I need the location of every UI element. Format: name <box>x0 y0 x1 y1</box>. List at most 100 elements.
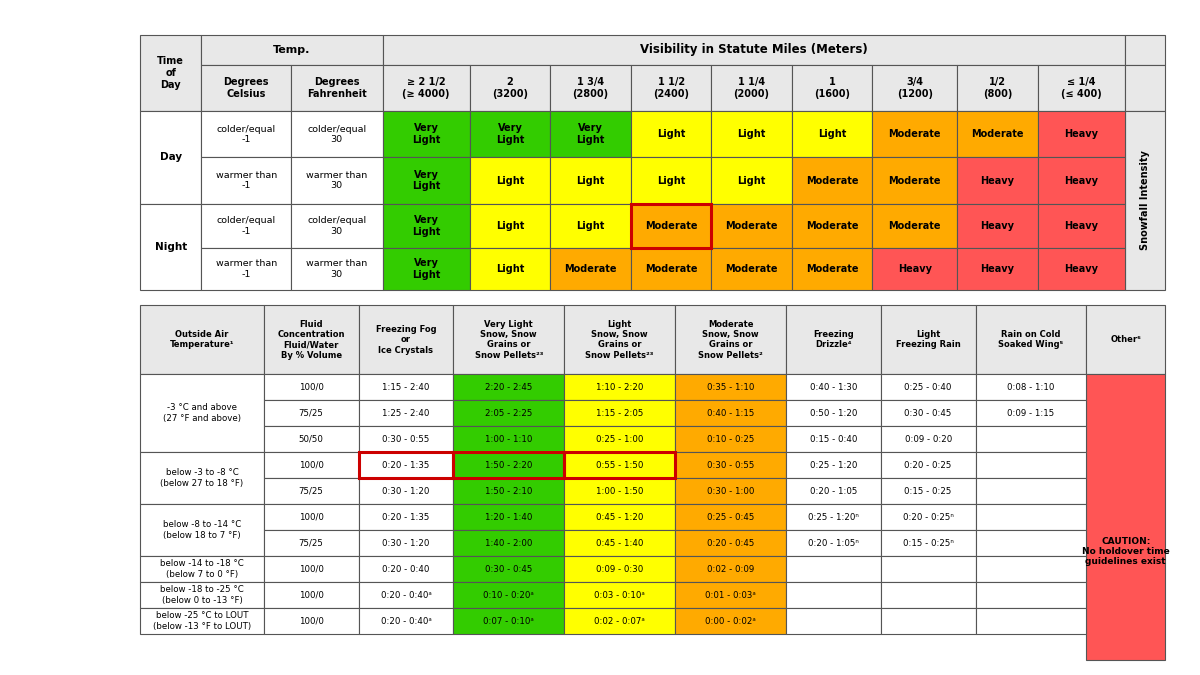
Text: 100/0: 100/0 <box>299 564 324 574</box>
Bar <box>290 111 383 157</box>
Bar <box>359 374 454 400</box>
Text: below -25 °C to LOUT
(below -13 °F to LOUT): below -25 °C to LOUT (below -13 °F to LO… <box>152 612 251 630</box>
Text: Moderate
Snow, Snow
Grains or
Snow Pellets²: Moderate Snow, Snow Grains or Snow Pelle… <box>698 319 763 360</box>
Bar <box>551 204 631 248</box>
Bar <box>359 452 454 478</box>
Text: Moderate: Moderate <box>888 221 941 231</box>
Bar <box>631 204 712 248</box>
Text: Fluid
Concentration
Fluid/Water
By % Volume: Fluid Concentration Fluid/Water By % Vol… <box>277 319 344 360</box>
Bar <box>202 35 383 65</box>
Text: 1:10 - 2:20: 1:10 - 2:20 <box>596 383 643 392</box>
Bar <box>454 426 564 452</box>
Bar <box>976 504 1086 530</box>
Bar <box>359 556 454 582</box>
Bar <box>1086 374 1165 660</box>
Bar <box>359 582 454 608</box>
Bar <box>564 452 676 478</box>
Bar <box>564 426 676 452</box>
Text: 0:20 - 0:40ᵃ: 0:20 - 0:40ᵃ <box>380 591 431 599</box>
Text: Very
Light: Very Light <box>412 170 440 192</box>
Bar <box>976 426 1086 452</box>
Bar <box>676 426 786 452</box>
Bar <box>786 374 881 400</box>
Bar <box>383 204 470 248</box>
Text: Degrees
Celsius: Degrees Celsius <box>223 77 269 99</box>
Text: 0:20 - 0:40ᵃ: 0:20 - 0:40ᵃ <box>380 616 431 626</box>
Text: Moderate: Moderate <box>725 221 778 231</box>
Bar <box>976 305 1086 374</box>
Text: 1/2
(800): 1/2 (800) <box>983 77 1013 99</box>
Bar <box>631 248 712 290</box>
Text: Visibility in Statute Miles (Meters): Visibility in Statute Miles (Meters) <box>640 43 868 56</box>
Bar <box>564 478 676 504</box>
Bar <box>786 305 881 374</box>
Bar <box>359 426 454 452</box>
Text: Light: Light <box>576 176 605 186</box>
Text: 0:30 - 1:20: 0:30 - 1:20 <box>383 487 430 495</box>
Bar <box>264 556 359 582</box>
Bar <box>976 608 1086 634</box>
Bar <box>383 65 470 111</box>
Text: 0:20 - 0:25ⁿ: 0:20 - 0:25ⁿ <box>902 512 954 522</box>
Bar <box>786 608 881 634</box>
Text: below -18 to -25 °C
(below 0 to -13 °F): below -18 to -25 °C (below 0 to -13 °F) <box>160 585 244 605</box>
Text: Very Light
Snow, Snow
Grains or
Snow Pellets²³: Very Light Snow, Snow Grains or Snow Pel… <box>474 319 542 360</box>
Text: warmer than
30: warmer than 30 <box>306 171 367 190</box>
Text: 0:03 - 0:10ᵃ: 0:03 - 0:10ᵃ <box>594 591 646 599</box>
Text: Moderate: Moderate <box>971 129 1024 139</box>
Text: Moderate: Moderate <box>644 264 697 274</box>
Bar <box>872 157 958 204</box>
Bar <box>786 400 881 426</box>
Bar <box>140 35 202 111</box>
Text: Outside Air
Temperature¹: Outside Air Temperature¹ <box>169 330 234 350</box>
Text: Other⁶: Other⁶ <box>1110 335 1141 344</box>
Text: Rain on Cold
Soaked Wing⁵: Rain on Cold Soaked Wing⁵ <box>998 330 1063 350</box>
Bar <box>290 157 383 204</box>
Bar <box>676 400 786 426</box>
Bar <box>676 478 786 504</box>
Bar <box>264 582 359 608</box>
Bar <box>551 157 631 204</box>
Bar <box>359 478 454 504</box>
Text: Moderate: Moderate <box>806 176 858 186</box>
Bar <box>792 111 872 157</box>
Text: Very
Light: Very Light <box>496 124 524 145</box>
Bar <box>631 111 712 157</box>
Bar <box>958 204 1038 248</box>
Bar <box>676 556 786 582</box>
Bar <box>958 248 1038 290</box>
Text: ≤ 1/4
(≤ 400): ≤ 1/4 (≤ 400) <box>1061 77 1102 99</box>
Bar <box>454 478 564 504</box>
Text: Moderate: Moderate <box>888 129 941 139</box>
Bar <box>202 204 290 248</box>
Bar <box>359 305 454 374</box>
Bar <box>872 65 958 111</box>
Bar <box>958 111 1038 157</box>
Bar <box>1038 204 1126 248</box>
Bar <box>872 204 958 248</box>
Text: 1:40 - 2:00: 1:40 - 2:00 <box>485 539 533 547</box>
Text: 1:20 - 1:40: 1:20 - 1:40 <box>485 512 533 522</box>
Text: 75/25: 75/25 <box>299 487 324 495</box>
Bar <box>264 504 359 530</box>
Bar <box>1126 35 1165 65</box>
Text: Freezing Fog
or
Ice Crystals: Freezing Fog or Ice Crystals <box>376 325 437 354</box>
Bar <box>564 504 676 530</box>
Text: below -14 to -18 °C
(below 7 to 0 °F): below -14 to -18 °C (below 7 to 0 °F) <box>160 560 244 578</box>
Bar <box>564 400 676 426</box>
Bar <box>1038 157 1126 204</box>
Text: -3 °C and above
(27 °F and above): -3 °C and above (27 °F and above) <box>163 404 241 423</box>
Bar <box>786 426 881 452</box>
Bar <box>676 504 786 530</box>
Bar <box>359 504 454 530</box>
Bar <box>976 400 1086 426</box>
Bar <box>786 556 881 582</box>
Text: 1 1/2
(2400): 1 1/2 (2400) <box>653 77 689 99</box>
Bar <box>140 204 202 290</box>
Text: 75/25: 75/25 <box>299 408 324 418</box>
Bar <box>1038 248 1126 290</box>
Text: 0:20 - 0:25: 0:20 - 0:25 <box>905 460 952 470</box>
Bar <box>1038 111 1126 157</box>
Bar <box>290 65 383 111</box>
Bar <box>359 400 454 426</box>
